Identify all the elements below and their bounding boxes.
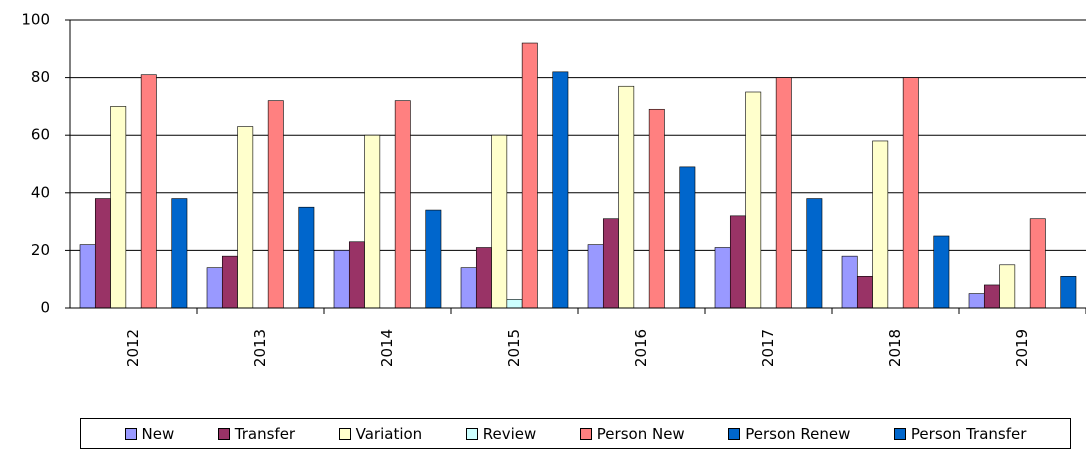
- bar: [425, 209, 442, 309]
- legend-label: New: [141, 424, 175, 443]
- x-tick-label: 2012: [124, 329, 142, 367]
- legend-swatch: [124, 427, 137, 440]
- legend-label: Review: [482, 424, 537, 443]
- bar: [110, 106, 127, 309]
- x-tick-label: 2013: [251, 329, 269, 367]
- bar: [491, 134, 508, 309]
- legend-label: Person Renew: [745, 424, 851, 443]
- legend-item: Variation: [338, 424, 423, 443]
- legend-item: New: [124, 424, 175, 443]
- legend-label: Person Transfer: [910, 424, 1027, 443]
- bar: [856, 276, 873, 309]
- bar: [221, 255, 238, 309]
- bar: [94, 198, 111, 309]
- bar: [298, 206, 315, 309]
- bar: [1029, 218, 1046, 309]
- bar: [679, 166, 696, 309]
- bar: [237, 126, 254, 309]
- y-tick-label: 100: [21, 11, 50, 29]
- legend-label: Transfer: [234, 424, 296, 443]
- legend-swatch: [465, 427, 478, 440]
- bar: [983, 284, 1000, 309]
- bar: [206, 267, 223, 309]
- bar: [968, 293, 985, 309]
- legend-item: Person Renew: [728, 425, 850, 443]
- x-tick-label: 2017: [759, 329, 777, 367]
- bar: [506, 299, 523, 309]
- bar: [806, 198, 823, 309]
- bar: [729, 215, 746, 309]
- bar: [364, 134, 381, 309]
- bar: [521, 42, 538, 309]
- x-tick-label: 2014: [378, 329, 396, 367]
- legend: New Transfer Variation Review Person New Pers…: [80, 418, 1071, 449]
- y-tick-label: 80: [31, 68, 50, 86]
- bar: [460, 267, 477, 309]
- legend-item: Review: [465, 424, 537, 443]
- legend-label: Variation: [355, 424, 423, 443]
- legend-item: Person Transfer: [893, 424, 1027, 443]
- bar: [745, 91, 762, 309]
- bar: [348, 241, 365, 309]
- bar: [902, 77, 919, 309]
- x-tick-label: 2018: [886, 329, 904, 367]
- legend-swatch: [893, 427, 906, 440]
- bar: [999, 264, 1016, 309]
- x-tick-label: 2019: [1013, 329, 1031, 367]
- bar: [1060, 276, 1077, 309]
- y-tick-label: 0: [40, 299, 50, 317]
- bar: [394, 100, 411, 309]
- legend-swatch: [338, 427, 351, 440]
- legend-item: Transfer: [217, 424, 296, 443]
- bar: [648, 108, 665, 309]
- bar: [872, 140, 889, 309]
- bar: [267, 100, 284, 309]
- bar: [79, 244, 96, 309]
- y-tick-label: 60: [31, 126, 50, 144]
- legend-item: Person New: [579, 424, 685, 443]
- y-tick-label: 20: [31, 241, 50, 259]
- legend-swatch: [728, 427, 741, 440]
- bar: [552, 71, 569, 309]
- chart: 0 20 40 60 80 100 2012 2013 2014 2015 2016 2017 2018…: [21, 11, 1086, 367]
- bar: [602, 218, 619, 309]
- legend-swatch: [579, 427, 592, 440]
- bar: [475, 247, 492, 309]
- bar: [714, 247, 731, 309]
- bar: [775, 77, 792, 309]
- bar: [618, 85, 635, 309]
- x-tick-label: 2016: [632, 329, 650, 367]
- bar: [841, 255, 858, 309]
- bar: [933, 235, 950, 309]
- bar: [333, 250, 350, 309]
- legend-label: Person New: [596, 424, 685, 443]
- legend-swatch: [217, 427, 230, 440]
- x-tick-label: 2015: [505, 329, 523, 367]
- bar: [587, 244, 604, 309]
- y-tick-label: 40: [31, 183, 50, 201]
- bar: [140, 74, 157, 309]
- bar: [171, 198, 188, 309]
